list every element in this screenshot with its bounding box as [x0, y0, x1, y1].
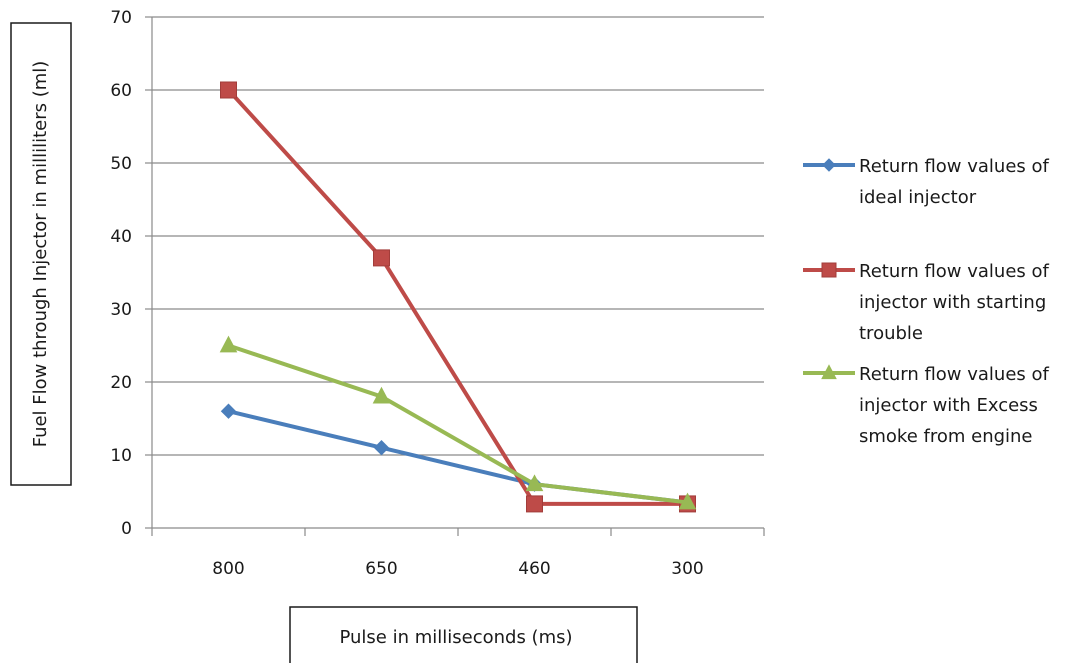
- y-tick-label: 10: [110, 446, 132, 466]
- legend-label: Return flow values of: [859, 364, 1050, 385]
- legend-label: trouble: [859, 323, 923, 344]
- legend-label: smoke from engine: [859, 426, 1033, 447]
- series-line: [227, 88, 688, 506]
- y-tick-label: 40: [110, 227, 132, 247]
- y-tick-label: 70: [110, 8, 132, 28]
- triangle-marker: [219, 335, 238, 353]
- series-3: [219, 335, 697, 510]
- legend-label: injector with starting: [859, 292, 1046, 313]
- x-axis-title-text: Pulse in milliseconds (ms): [339, 627, 572, 648]
- tick-labels: 0 10 20 30 40 50 60 70 800 650 460 300: [110, 8, 703, 579]
- x-tick-label: 460: [518, 559, 550, 579]
- legend-item-1: Return flow values of ideal injector: [803, 156, 1050, 208]
- series-line: [228, 409, 688, 505]
- triangle-marker: [525, 474, 544, 492]
- diamond-marker: [373, 439, 390, 456]
- square-marker: [220, 81, 237, 99]
- x-tick-label: 800: [212, 559, 244, 579]
- legend-label: Return flow values of: [859, 156, 1050, 177]
- y-tick-label: 50: [110, 154, 132, 174]
- x-axis-title: Pulse in milliseconds (ms): [289, 606, 638, 663]
- y-tick-label: 30: [110, 300, 132, 320]
- x-tick-label: 650: [365, 559, 397, 579]
- legend-label: injector with Excess: [859, 395, 1038, 416]
- x-tick-label: 300: [671, 559, 703, 579]
- legend-label: ideal injector: [859, 187, 977, 208]
- legend-label: Return flow values of: [859, 261, 1050, 282]
- triangle-marker: [678, 492, 697, 510]
- triangle-marker: [821, 364, 837, 380]
- legend-item-3: Return flow values of injector with Exces…: [803, 364, 1050, 447]
- square-marker: [821, 262, 837, 278]
- legend-item-2: Return flow values of injector with start…: [803, 261, 1050, 344]
- series-2: [220, 81, 696, 513]
- y-tick-label: 60: [110, 81, 132, 101]
- gridlines: [152, 16, 764, 456]
- axes: [145, 16, 765, 536]
- y-tick-label: 0: [121, 519, 132, 539]
- triangle-marker: [372, 386, 391, 404]
- series-layer: [219, 81, 697, 513]
- square-marker: [373, 249, 390, 267]
- y-axis-title: Fuel Flow through Injector in milliliter…: [10, 22, 72, 486]
- diamond-marker: [220, 403, 237, 419]
- square-marker: [526, 495, 543, 513]
- diamond-marker: [822, 158, 836, 172]
- series-line: [227, 343, 688, 505]
- y-tick-label: 20: [110, 373, 132, 393]
- y-axis-title-text: Fuel Flow through Injector in milliliter…: [30, 61, 51, 448]
